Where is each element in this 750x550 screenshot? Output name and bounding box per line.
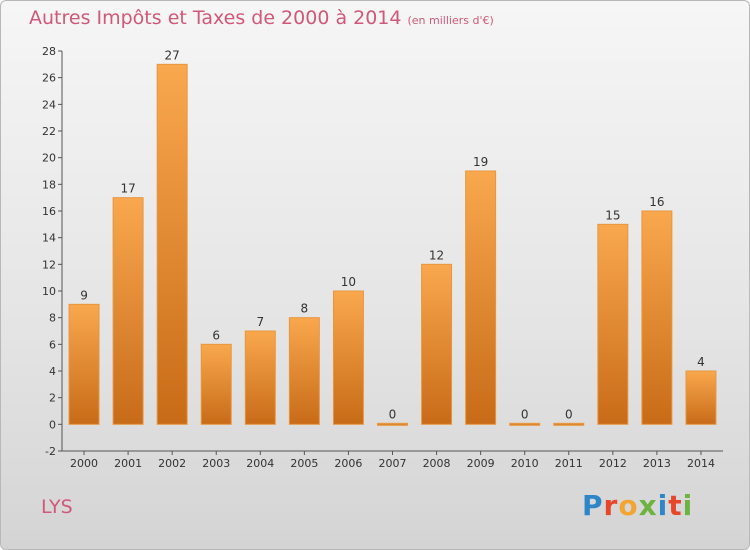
x-tick-label: 2007: [379, 457, 407, 470]
bar: [509, 422, 541, 426]
bar: [377, 422, 408, 426]
x-tick-label: 2011: [555, 457, 583, 470]
bar-value-label: 15: [605, 208, 620, 222]
x-tick-label: 2009: [467, 457, 495, 470]
logo-letter: i: [657, 489, 669, 522]
x-tick-label: 2008: [423, 457, 451, 470]
bar: [641, 210, 673, 425]
y-tick-label: 8: [49, 312, 56, 325]
proxiti-logo: Proxiti: [582, 489, 693, 522]
y-tick-label: 26: [42, 72, 56, 85]
bar-value-label: 17: [120, 182, 135, 196]
bar: [597, 223, 629, 425]
bar-value-label: 0: [565, 407, 573, 421]
bar: [200, 343, 232, 425]
logo-letter: o: [618, 489, 639, 522]
y-tick-label: 14: [42, 232, 56, 245]
bar: [685, 370, 717, 425]
bar: [288, 317, 320, 425]
logo-letter: i: [682, 489, 694, 522]
bar-value-label: 19: [473, 155, 488, 169]
bar-value-label: 0: [521, 407, 529, 421]
y-tick-label: 12: [42, 258, 56, 271]
x-tick-label: 2000: [70, 457, 98, 470]
bar-value-label: 8: [301, 302, 309, 316]
bar-value-label: 7: [256, 315, 264, 329]
bar-value-label: 27: [165, 48, 180, 62]
bar-value-label: 9: [80, 288, 88, 302]
x-tick-label: 2004: [246, 457, 274, 470]
bar: [332, 290, 364, 425]
x-tick-label: 2001: [114, 457, 142, 470]
bar: [156, 63, 188, 425]
bar-value-label: 6: [212, 328, 220, 342]
bar: [68, 303, 100, 425]
y-tick-label: 10: [42, 285, 56, 298]
y-tick-label: 20: [42, 152, 56, 165]
y-tick-label: 16: [42, 205, 56, 218]
bar-value-label: 10: [341, 275, 356, 289]
x-tick-label: 2003: [202, 457, 230, 470]
bar: [112, 197, 144, 425]
x-tick-label: 2002: [158, 457, 186, 470]
y-tick-label: 4: [49, 365, 56, 378]
y-tick-label: -2: [45, 445, 56, 458]
y-tick-label: 24: [42, 98, 56, 111]
x-tick-label: 2014: [687, 457, 715, 470]
bar: [244, 330, 276, 425]
bar-value-label: 12: [429, 248, 444, 262]
x-tick-label: 2006: [334, 457, 362, 470]
logo-letter: x: [638, 489, 658, 522]
y-tick-label: 0: [49, 418, 56, 431]
chart-title-text: Autres Impôts et Taxes de 2000 à 2014: [29, 7, 402, 29]
y-tick-label: 2: [49, 392, 56, 405]
logo-letter: t: [668, 489, 683, 522]
x-tick-label: 2012: [599, 457, 627, 470]
logo-letter: r: [603, 489, 619, 522]
x-tick-label: 2010: [511, 457, 539, 470]
x-tick-label: 2005: [290, 457, 318, 470]
y-tick-label: 6: [49, 338, 56, 351]
x-tick-label: 2013: [643, 457, 671, 470]
y-tick-label: 18: [42, 178, 56, 191]
bar: [465, 170, 497, 425]
bar: [421, 263, 453, 425]
logo-letter: P: [582, 489, 604, 522]
bar-value-label: 4: [697, 355, 705, 369]
chart-subtitle: (en milliers d'€): [407, 14, 494, 27]
y-tick-label: 22: [42, 125, 56, 138]
bar-value-label: 16: [649, 195, 664, 209]
bar: [553, 422, 585, 426]
chart-title: Autres Impôts et Taxes de 2000 à 2014 (en…: [29, 7, 494, 29]
y-tick-label: 28: [42, 45, 56, 58]
bar-value-label: 0: [389, 407, 397, 421]
city-label: LYS: [41, 496, 73, 518]
